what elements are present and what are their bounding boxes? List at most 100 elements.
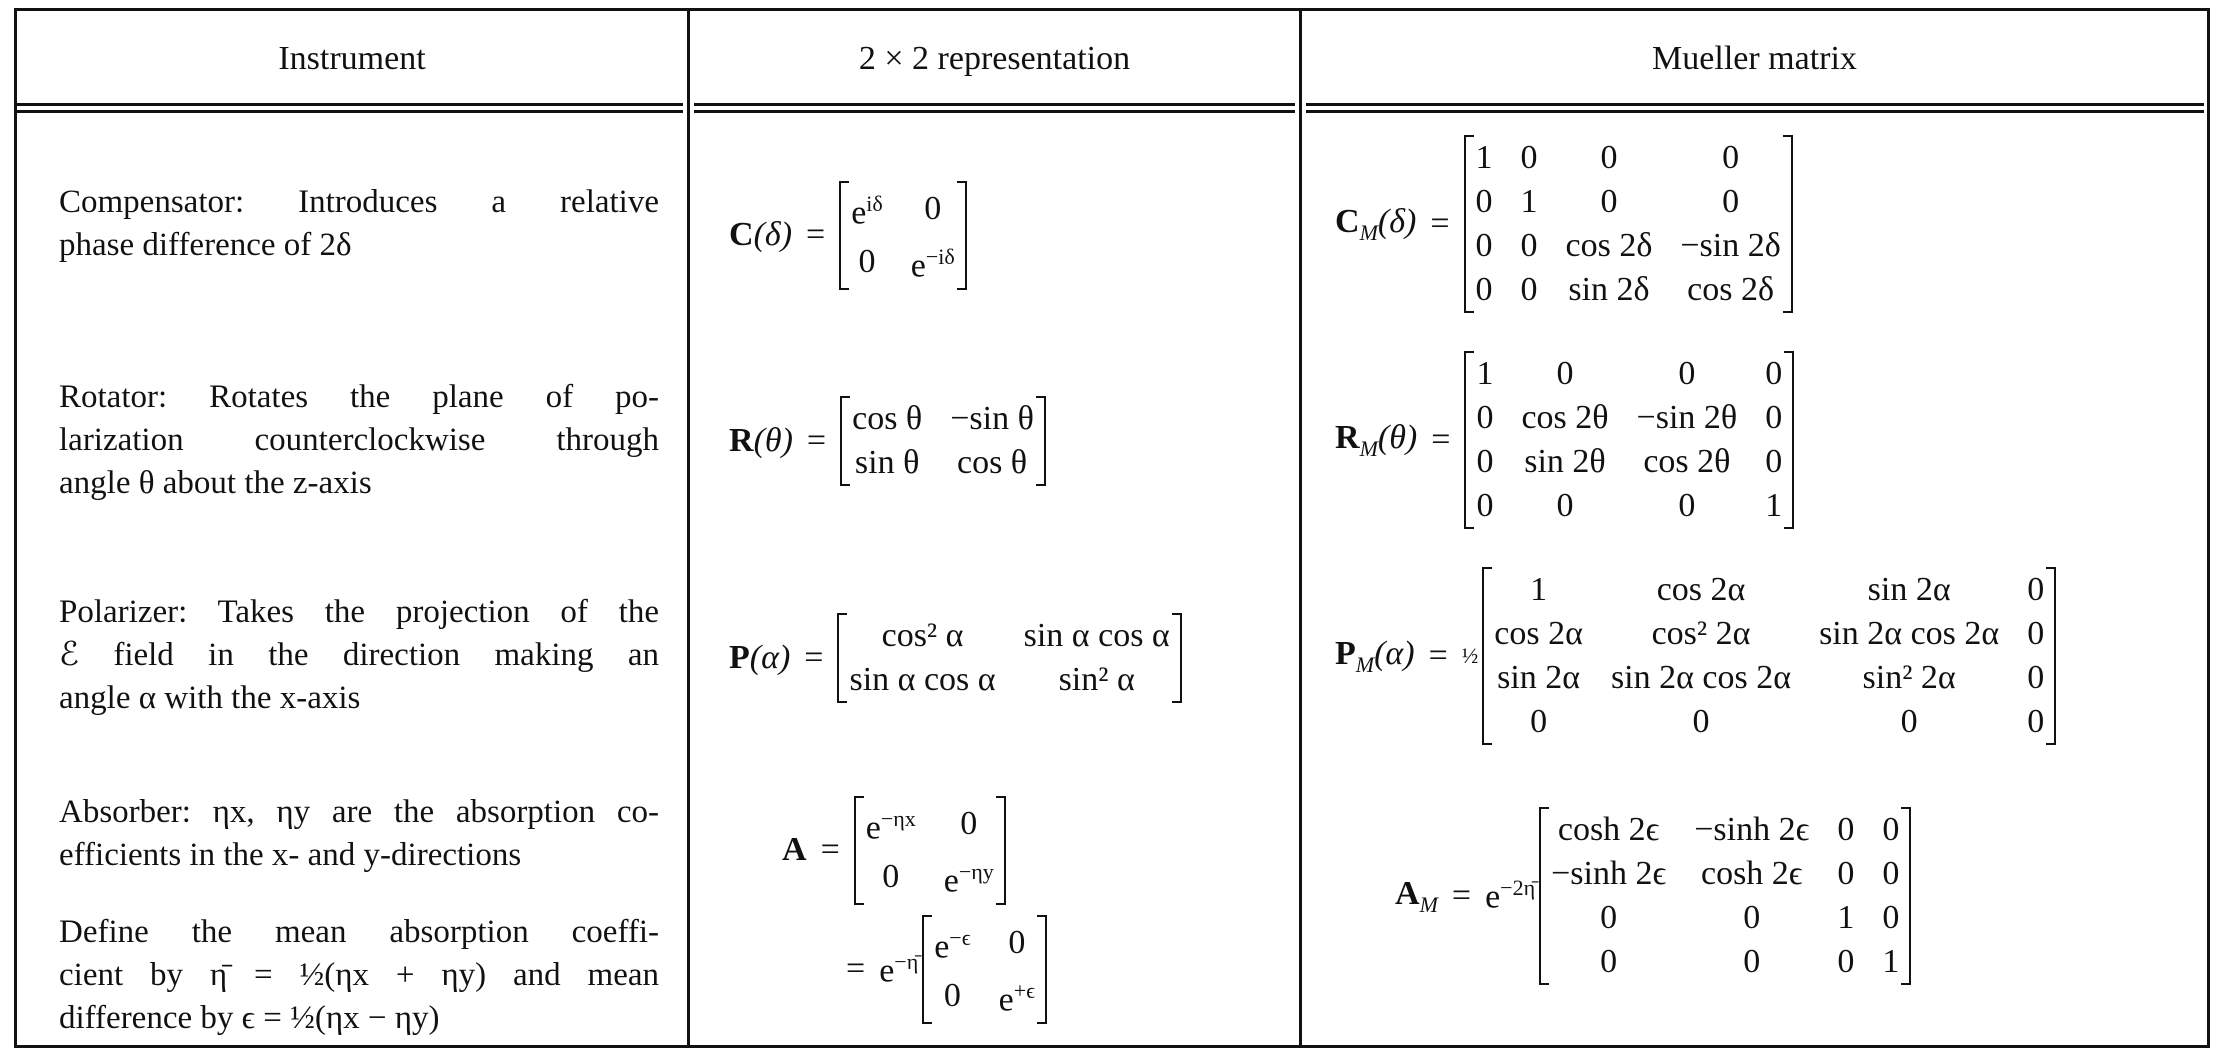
matrix: 1 0 0 0 0 1 0 0 0 0 cos 2δ −sin 2δ 0 0 sin 2δ cos 2δ [1463, 135, 1793, 313]
matrix-cell: 0 [1837, 811, 1855, 848]
table-frame: Instrument 2 × 2 representation Mueller … [14, 8, 2210, 1048]
two-by-two-rotator: R(θ) = cos θ −sin θ sin θ cos θ [729, 396, 1046, 486]
matrix-label: CM(δ) [1335, 202, 1417, 245]
matrix-label: R(θ) [729, 422, 793, 459]
column-divider [1299, 11, 1302, 1045]
matrix-cell: 0 [1520, 227, 1538, 264]
prefactor: ½ [1461, 643, 1479, 668]
matrix-cell: 0 [1678, 355, 1696, 392]
matrix-cell: 0 [1475, 271, 1493, 308]
matrix-cell: 1 [1882, 943, 1900, 980]
matrix-cell: sin 2α [1497, 659, 1581, 696]
description-line: larization counterclockwise through [59, 422, 659, 458]
matrix-cell: 0 [1765, 355, 1783, 392]
matrix-cell: 0 [1530, 703, 1548, 740]
description-line: Compensator: Introduces a relative [59, 184, 659, 220]
description-absorber: Absorber: ηx, ηy are the absorption co- … [59, 791, 659, 877]
matrix-cell: eiδ [851, 191, 883, 232]
matrix-cell: 0 [1476, 399, 1494, 436]
matrix-cell: 0 [1008, 923, 1026, 961]
matrix-label: AM [1395, 874, 1438, 917]
matrix-cell: sin 2α cos 2α [1819, 615, 2000, 652]
matrix-cell: sin² 2α [1862, 659, 1956, 696]
matrix-cell: 0 [924, 189, 942, 227]
matrix: cos² α sin α cos α sin α cos α sin² α [837, 613, 1182, 703]
matrix-cell: 1 [1765, 487, 1783, 524]
definition-line: cient by η̄ = ½(ηx + ηy) and mean [59, 957, 659, 993]
column-divider [687, 11, 690, 1045]
matrix-cell: sin 2δ [1568, 271, 1650, 308]
matrix-cell: sin θ [854, 444, 920, 481]
matrix: e−ϵ 0 0 e+ϵ [922, 915, 1048, 1024]
matrix-cell: 0 [1600, 899, 1618, 936]
matrix-cell: cosh 2ϵ [1557, 811, 1660, 848]
matrix: 1 cos 2α sin 2α 0 cos 2α cos² 2α sin 2α cos 2α… [1482, 567, 2057, 745]
matrix: cos θ −sin θ sin θ cos θ [840, 396, 1046, 486]
matrix-cell: 0 [1837, 855, 1855, 892]
matrix-label: A [782, 831, 807, 869]
matrix-cell: −sinh 2ϵ [1551, 855, 1667, 892]
matrix-cell: e−ϵ [934, 925, 971, 966]
matrix-cell: 0 [1743, 899, 1761, 936]
matrix-cell: 1 [1475, 139, 1493, 176]
matrix-cell: cos² α [881, 617, 964, 654]
matrix-cell: 0 [1556, 487, 1574, 524]
matrix-cell: 0 [943, 976, 961, 1014]
matrix-cell: 0 [1882, 899, 1900, 936]
definition-line: Define the mean absorption coeffi- [59, 914, 659, 950]
matrix-cell: 0 [1722, 139, 1740, 176]
matrix-cell: cos² 2α [1651, 615, 1751, 652]
matrix: cosh 2ϵ −sinh 2ϵ 0 0 −sinh 2ϵ cosh 2ϵ 0 0 0 0 1 0 0 0… [1539, 807, 1912, 985]
matrix-cell: sin 2θ [1524, 443, 1606, 480]
description-rotator: Rotator: Rotates the plane of po- lariza… [59, 376, 659, 505]
matrix-cell: 0 [1475, 183, 1493, 220]
matrix-cell: cos 2θ [1521, 399, 1609, 436]
matrix-cell: cos 2δ [1687, 271, 1774, 308]
matrix-cell: 0 [1743, 943, 1761, 980]
matrix: eiδ 0 0 e−iδ [839, 181, 967, 290]
matrix-label: PM(α) [1335, 634, 1415, 677]
matrix-cell: 0 [1722, 183, 1740, 220]
matrix-cell: −sinh 2ϵ [1694, 811, 1810, 848]
matrix-cell: cos θ [852, 400, 923, 437]
matrix-cell: 0 [1520, 271, 1538, 308]
description-line: efficients in the x- and y-directions [59, 837, 522, 873]
matrix-cell: 0 [960, 804, 978, 842]
matrix-cell: 0 [1476, 443, 1494, 480]
matrix: e−ηx 0 0 e−ηy [853, 796, 1006, 905]
matrix-cell: cos 2θ [1643, 443, 1731, 480]
description-line: ℰ field in the direction making an [59, 637, 659, 673]
matrix-cell: sin² α [1058, 661, 1135, 698]
matrix-cell: 0 [1600, 943, 1618, 980]
matrix-cell: 0 [1900, 703, 1918, 740]
two-by-two-absorber-factored: = e−η̄ e−ϵ 0 0 e+ϵ [832, 915, 1048, 1024]
matrix-cell: sin 2α cos 2α [1610, 659, 1792, 696]
header-rule [17, 103, 683, 113]
mueller-rotator: RM(θ) = 1 0 0 0 0 cos 2θ −sin 2θ 0 0 sin 2θ cos 2θ… [1335, 351, 1795, 529]
matrix-cell: sin α cos α [1023, 617, 1170, 654]
matrix-cell: −sin 2δ [1680, 227, 1781, 264]
matrix-cell: 0 [1600, 183, 1618, 220]
matrix-cell: cos 2α [1494, 615, 1583, 652]
matrix-cell: sin α cos α [849, 661, 996, 698]
description-polarizer: Polarizer: Takes the projection of the ℰ… [59, 591, 659, 720]
matrix-cell: e−iδ [910, 244, 955, 285]
matrix-label: RM(θ) [1335, 418, 1418, 461]
two-by-two-compensator: C(δ) = eiδ 0 0 e−iδ [729, 181, 967, 290]
matrix-cell: e−ηx [865, 806, 916, 847]
matrix-cell: 0 [1476, 487, 1494, 524]
prefactor: e−2η̄ [1485, 875, 1536, 916]
mueller-polarizer: PM(α) = ½ 1 cos 2α sin 2α 0 cos 2α cos² 2α sin… [1335, 567, 2057, 745]
two-by-two-polarizer: P(α) = cos² α sin α cos α sin α cos α sin² … [729, 613, 1182, 703]
header-2x2-representation: 2 × 2 representation [858, 40, 1131, 77]
matrix: 1 0 0 0 0 cos 2θ −sin 2θ 0 0 sin 2θ cos 2θ 0 0 0 0 1 [1464, 351, 1795, 529]
matrix-cell: cos 2α [1656, 571, 1746, 608]
matrix-cell: 0 [1692, 703, 1710, 740]
mueller-absorber: AM = e−2η̄ cosh 2ϵ −sinh 2ϵ 0 0 −sinh 2ϵ cosh… [1395, 807, 1912, 985]
description-line: Polarizer: Takes the projection of the [59, 594, 659, 630]
matrix-cell: 0 [858, 242, 876, 280]
matrix-cell: cos θ [956, 444, 1028, 481]
matrix-cell: cosh 2ϵ [1700, 855, 1803, 892]
description-line: phase difference of 2δ [59, 227, 352, 263]
matrix-cell: 0 [1882, 811, 1900, 848]
